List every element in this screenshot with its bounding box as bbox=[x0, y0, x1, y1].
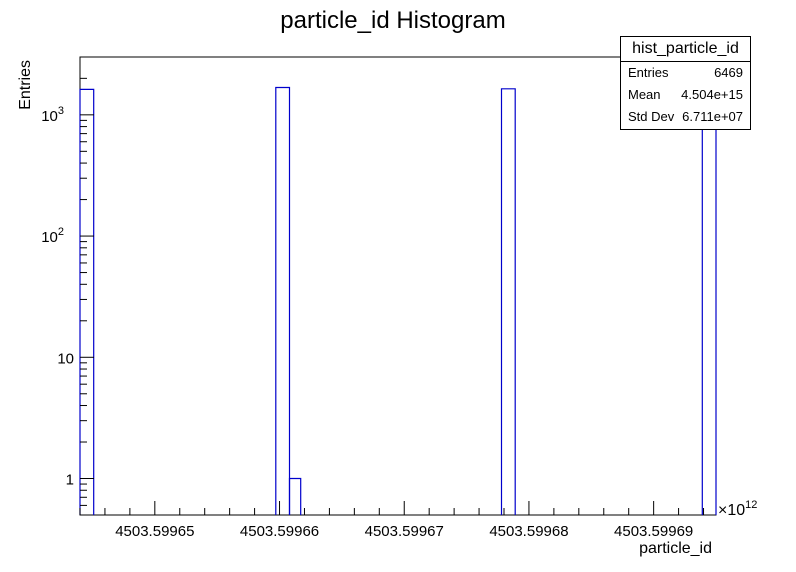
x-multiplier-base: ×10 bbox=[718, 502, 745, 519]
y-tick-exponent: 3 bbox=[58, 105, 64, 117]
stats-label: Std Dev bbox=[628, 109, 675, 124]
stats-value: 4.504e+15 bbox=[681, 87, 743, 102]
y-tick-base: 10 bbox=[41, 108, 58, 125]
x-axis: 4503.59965 4503.59966 4503.59967 4503.59968… bbox=[79, 501, 705, 540]
stats-label: Mean bbox=[628, 87, 661, 102]
histogram-bin bbox=[79, 88, 95, 515]
stats-label: Entries bbox=[628, 65, 669, 80]
y-tick-base: 10 bbox=[57, 350, 74, 367]
y-tick-base: 1 bbox=[66, 472, 74, 489]
stats-value: 6.711e+07 bbox=[682, 109, 743, 124]
x-axis-title: particle_id bbox=[639, 540, 712, 557]
y-tick-base: 10 bbox=[41, 229, 58, 246]
y-tick-label: 10 bbox=[57, 350, 74, 367]
y-axis-title: Entries bbox=[17, 60, 34, 110]
x-tick-label: 4503.59965 bbox=[115, 523, 194, 540]
x-axis-multiplier: ×1012 bbox=[718, 499, 757, 519]
stats-row-mean: Mean 4.504e+15 bbox=[621, 84, 750, 106]
histogram-bin bbox=[288, 477, 302, 515]
y-tick-label: 1 bbox=[66, 472, 74, 489]
y-tick-label: 102 bbox=[41, 226, 64, 246]
stats-value: 6469 bbox=[714, 65, 743, 80]
histogram-bins bbox=[79, 86, 717, 515]
histogram-bin bbox=[500, 88, 516, 515]
chart-title: particle_id Histogram bbox=[280, 7, 505, 34]
stats-box: hist_particle_id Entries 6469 Mean 4.504… bbox=[620, 36, 751, 130]
x-tick-label: 4503.59969 bbox=[614, 523, 693, 540]
x-tick-label: 4503.59967 bbox=[365, 523, 444, 540]
stats-row-stddev: Std Dev 6.711e+07 bbox=[621, 106, 750, 128]
x-multiplier-exponent: 12 bbox=[745, 499, 757, 511]
y-tick-label: 103 bbox=[41, 105, 64, 125]
histogram-bin bbox=[701, 91, 717, 515]
x-tick-label: 4503.59966 bbox=[240, 523, 319, 540]
x-tick-label: 4503.59968 bbox=[489, 523, 568, 540]
y-tick-exponent: 2 bbox=[58, 226, 64, 238]
stats-row-entries: Entries 6469 bbox=[621, 62, 750, 84]
histogram-bin bbox=[275, 86, 291, 515]
stats-box-title: hist_particle_id bbox=[621, 37, 750, 62]
